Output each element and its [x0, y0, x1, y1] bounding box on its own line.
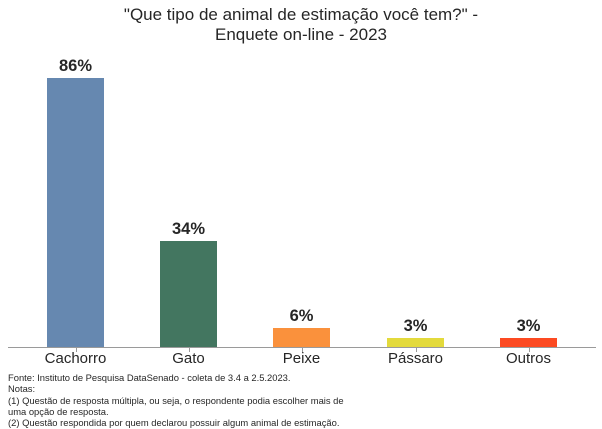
- x-tick-label: Outros: [505, 350, 551, 367]
- note-2: (2) Questão respondida por quem declarou…: [8, 417, 340, 429]
- chart-title-line-2: Enquete on-line - 2023: [214, 25, 388, 44]
- x-tick: [302, 348, 303, 352]
- source-note: Fonte: Instituto de Pesquisa DataSenado …: [8, 372, 291, 383]
- note-1-line-2: uma opção de resposta.: [8, 405, 109, 417]
- notes-label: Notas:: [8, 383, 36, 395]
- bar-outros: [500, 338, 557, 347]
- bar-cachorro: [47, 78, 104, 347]
- x-tick-label: Gato: [172, 350, 205, 367]
- value-label: 3%: [403, 317, 428, 335]
- x-tick: [189, 348, 190, 352]
- value-label: 86%: [58, 57, 93, 75]
- bar-peixe: [273, 328, 330, 347]
- bar-pássaro: [387, 338, 444, 347]
- x-tick-label: Pássaro: [387, 350, 444, 367]
- note-1-line-1: (1) Questão de resposta múltipla, ou sej…: [8, 394, 344, 406]
- value-label: 6%: [289, 307, 314, 325]
- x-tick: [416, 348, 417, 352]
- x-tick: [76, 348, 77, 352]
- chart-title-line-1: "Que tipo de animal de estimação você te…: [123, 5, 479, 24]
- x-axis-line: [8, 347, 596, 348]
- value-label: 34%: [171, 220, 206, 238]
- x-tick: [529, 348, 530, 352]
- chart-title: "Que tipo de animal de estimação você te…: [0, 5, 602, 45]
- x-tick-label: Peixe: [282, 350, 321, 367]
- x-tick-label: Cachorro: [44, 350, 107, 367]
- value-label: 3%: [516, 317, 541, 335]
- chart-footnotes: Fonte: Instituto de Pesquisa DataSenado …: [8, 372, 344, 428]
- bar-gato: [160, 241, 217, 347]
